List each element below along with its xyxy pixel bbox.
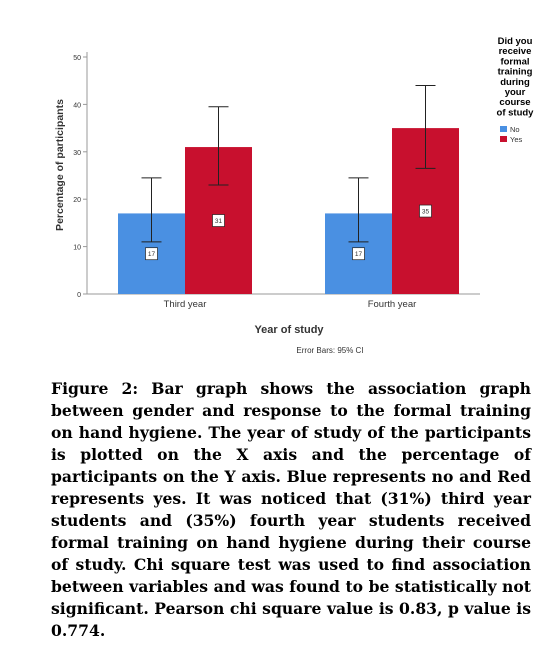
data-label: 31 bbox=[215, 218, 223, 225]
error-bars bbox=[141, 84, 436, 243]
legend-title-line: of study bbox=[497, 107, 535, 118]
caption-text: Bar graph shows the association graph be… bbox=[51, 379, 531, 640]
y-tick-label: 20 bbox=[73, 197, 81, 204]
error-bars-footnote: Error Bars: 95% CI bbox=[296, 346, 363, 355]
data-label-box bbox=[352, 247, 365, 261]
data-label: 35 bbox=[422, 209, 430, 216]
legend: Did youreceiveformaltrainingduringyourco… bbox=[497, 36, 535, 144]
legend-title-line: Did you bbox=[498, 36, 533, 47]
legend-title-line: your bbox=[505, 87, 526, 98]
data-label: 17 bbox=[148, 251, 156, 258]
data-labels: 17 31 17 35 bbox=[145, 204, 432, 261]
legend-swatch-yes bbox=[500, 136, 507, 142]
x-categories: Third year Fourth year bbox=[164, 299, 417, 310]
y-axis-title: Percentage of participants bbox=[54, 99, 66, 231]
legend-title-line: formal bbox=[500, 56, 529, 67]
y-tick-label: 0 bbox=[77, 292, 81, 299]
x-category-label: Third year bbox=[164, 299, 207, 310]
x-category-label: Fourth year bbox=[368, 299, 417, 310]
bars bbox=[118, 128, 459, 294]
legend-title-line: course bbox=[499, 97, 530, 108]
legend-title-line: receive bbox=[499, 46, 532, 57]
y-ticks: 0 10 20 30 40 50 bbox=[73, 55, 87, 299]
figure-caption: Figure 2: Bar graph shows the associatio… bbox=[51, 378, 531, 642]
y-tick-label: 50 bbox=[73, 55, 81, 62]
x-axis-title: Year of study bbox=[254, 324, 324, 336]
legend-swatch-no bbox=[500, 126, 507, 132]
data-label-box bbox=[212, 214, 225, 227]
legend-title-line: training bbox=[498, 67, 533, 78]
caption-label: Figure 2: bbox=[51, 379, 139, 398]
y-tick-label: 30 bbox=[73, 150, 81, 157]
data-label-box bbox=[419, 204, 432, 218]
legend-title-line: during bbox=[500, 77, 530, 88]
data-label-box bbox=[145, 247, 158, 261]
y-tick-label: 40 bbox=[73, 102, 81, 109]
data-label: 17 bbox=[355, 251, 363, 258]
bar-chart: 17 31 17 35 0 10 20 30 40 50 Third year Fourth ye… bbox=[54, 36, 535, 355]
legend-label-yes: Yes bbox=[510, 135, 522, 144]
y-tick-label: 10 bbox=[73, 245, 81, 252]
legend-label-no: No bbox=[510, 125, 520, 134]
